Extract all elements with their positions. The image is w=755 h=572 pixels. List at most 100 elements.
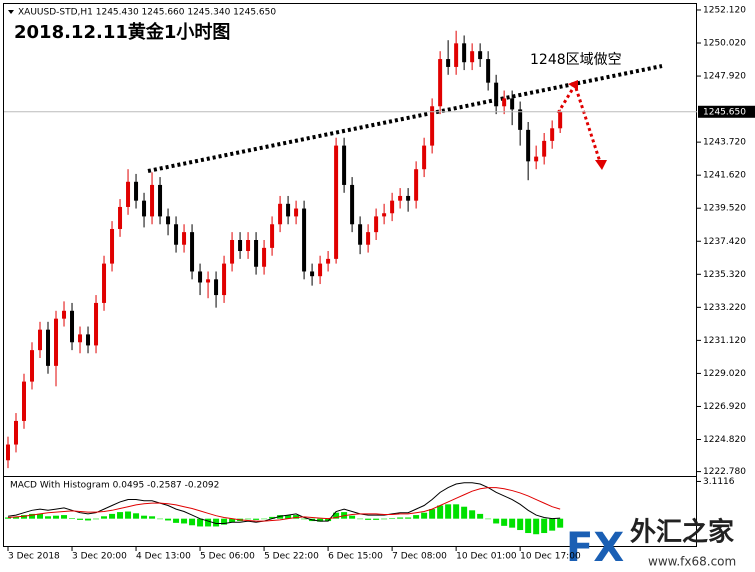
histogram-bar [357, 518, 364, 520]
candle-body [454, 43, 459, 67]
histogram-bar [429, 509, 436, 519]
histogram-bar [301, 518, 308, 520]
candle-body [38, 329, 43, 351]
histogram-bar [173, 518, 180, 523]
histogram-bar [549, 518, 556, 531]
candle-body [278, 203, 283, 225]
last-price-box [698, 105, 755, 118]
histogram-bar [189, 518, 196, 526]
candle-body [494, 82, 499, 107]
x-tick-label: 5 Dec 22:00 [264, 552, 319, 562]
histogram-bar [533, 518, 540, 535]
histogram-bar [93, 518, 100, 520]
candle-body [302, 208, 307, 272]
histogram-bar [101, 516, 108, 519]
histogram-bar [213, 518, 220, 527]
watermark-name: 外汇之家 [630, 517, 734, 548]
histogram-bar [461, 506, 468, 519]
candle-body [534, 156, 539, 162]
candle-body [510, 98, 515, 110]
candle-body [94, 302, 99, 346]
histogram-bar [45, 516, 52, 519]
candle-body [102, 263, 107, 303]
histogram-bar [109, 513, 116, 519]
x-tick-label: 6 Dec 15:00 [328, 552, 383, 562]
histogram-bar [53, 515, 60, 519]
candle-body [382, 213, 387, 217]
candle-body [246, 240, 251, 252]
candle-body [46, 329, 51, 366]
candle-body [190, 232, 195, 272]
histogram-bar [229, 518, 236, 523]
histogram-bar [501, 518, 508, 526]
histogram-bar [133, 513, 140, 519]
histogram-bar [445, 504, 452, 519]
candle-body [542, 140, 547, 157]
histogram-bar [77, 518, 84, 520]
histogram-bar [285, 515, 292, 519]
candle-body [502, 98, 507, 107]
histogram-bar [485, 518, 492, 520]
y-tick-label: 1231.120 [703, 336, 746, 346]
histogram-bar [509, 518, 516, 528]
histogram-bar [317, 518, 324, 522]
last-price-label: 1245.650 [703, 107, 746, 117]
histogram-bar [373, 518, 380, 520]
candle-body [70, 310, 75, 343]
histogram-bar [21, 515, 28, 519]
candle-body [470, 51, 475, 63]
header: XAUUSD-STD,H1 1245.430 1245.660 1245.340… [18, 8, 276, 18]
candle-body [430, 106, 435, 146]
arrow-head [595, 160, 607, 170]
candle-body [334, 145, 339, 259]
candle-body [222, 263, 227, 296]
histogram-bar [245, 518, 252, 520]
candle-body [310, 271, 315, 277]
y-tick-label: 1237.420 [703, 237, 746, 247]
histogram-bar [517, 518, 524, 531]
candle-body [150, 184, 155, 217]
candle-body [6, 444, 11, 461]
candle-body [358, 224, 363, 245]
histogram-bar [469, 510, 476, 519]
candle-body [206, 279, 211, 283]
candle-body [78, 334, 83, 343]
histogram-bar [293, 515, 300, 519]
histogram-bar [365, 518, 372, 520]
histogram-bar [333, 512, 340, 519]
histogram-bar [405, 517, 412, 519]
histogram-bar [277, 515, 284, 519]
x-tick-label: 3 Dec 2018 [8, 552, 60, 562]
histogram-bar [557, 518, 564, 528]
histogram-bar [5, 517, 12, 519]
candle-body [406, 195, 411, 201]
y-tick-label: 1243.720 [703, 138, 746, 148]
candle-body [54, 318, 59, 366]
histogram-bar [29, 513, 36, 519]
candle-body [414, 169, 419, 201]
x-tick-label: 5 Dec 06:00 [200, 552, 255, 562]
candle-body [262, 247, 267, 267]
y-tick-label: 1252.120 [703, 5, 746, 15]
histogram-bar [397, 517, 404, 519]
plot-frame [3, 3, 697, 547]
candle-body [518, 109, 523, 130]
histogram-bar [197, 518, 204, 527]
histogram-bar [437, 505, 444, 519]
x-tick-label: 4 Dec 13:00 [136, 552, 191, 562]
histogram-bar [541, 518, 548, 534]
candle-body [366, 232, 371, 245]
candle-body [438, 59, 443, 107]
y-tick-label: 1250.020 [703, 39, 746, 49]
candle-body [318, 263, 323, 277]
candle-body [22, 381, 27, 421]
histogram-bar [85, 518, 92, 521]
menu-arrow [8, 10, 14, 14]
histogram-bar [325, 518, 332, 522]
candle-body [62, 310, 67, 319]
histogram-bar [221, 518, 228, 525]
histogram-bar [453, 504, 460, 519]
candle-body [486, 59, 491, 83]
y-tick-label: 1222.780 [703, 467, 746, 477]
histogram-bar [13, 516, 20, 519]
